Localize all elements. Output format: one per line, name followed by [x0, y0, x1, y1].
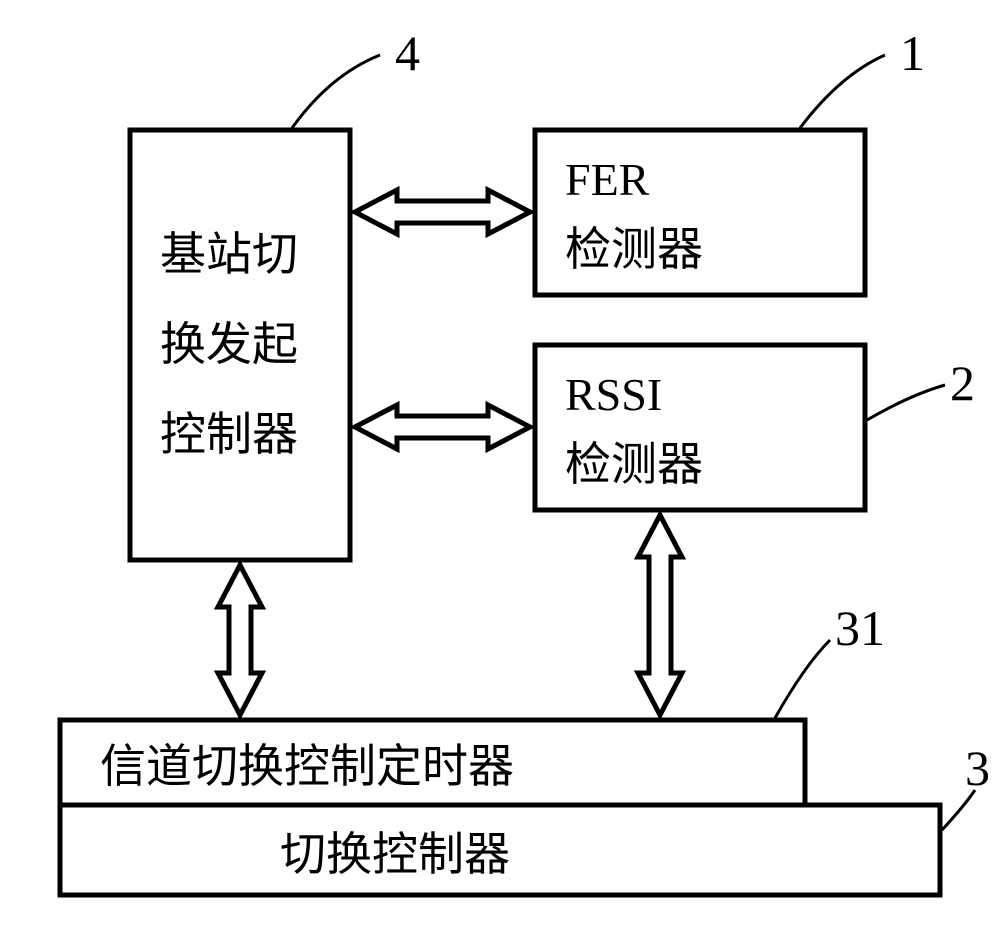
- ref2-number: 2: [950, 355, 975, 411]
- controller-line3: 控制器: [160, 409, 298, 460]
- arrow-controller-fer: [355, 190, 530, 234]
- ref4-leader: [292, 55, 380, 128]
- ref3-leader: [942, 790, 975, 830]
- ref31-leader: [775, 640, 830, 718]
- arrow-controller-timer: [218, 565, 262, 715]
- controller-line2: 换发起: [160, 319, 298, 370]
- switch-controller-label: 切换控制器: [280, 829, 510, 880]
- rssi-line2: 检测器: [565, 439, 703, 490]
- ref4-number: 4: [395, 25, 420, 81]
- rssi-line1: RSSI: [565, 369, 662, 420]
- arrow-controller-rssi: [355, 405, 530, 449]
- ref3-number: 3: [965, 740, 990, 796]
- ref31-number: 31: [835, 600, 885, 656]
- fer-line2: 检测器: [565, 224, 703, 275]
- controller-line1: 基站切: [160, 229, 298, 280]
- ref2-leader: [867, 385, 945, 420]
- timer-label: 信道切换控制定时器: [100, 741, 514, 792]
- arrow-rssi-timer: [638, 515, 682, 715]
- fer-line1: FER: [565, 154, 650, 205]
- ref1-number: 1: [900, 25, 925, 81]
- ref1-leader: [800, 55, 885, 128]
